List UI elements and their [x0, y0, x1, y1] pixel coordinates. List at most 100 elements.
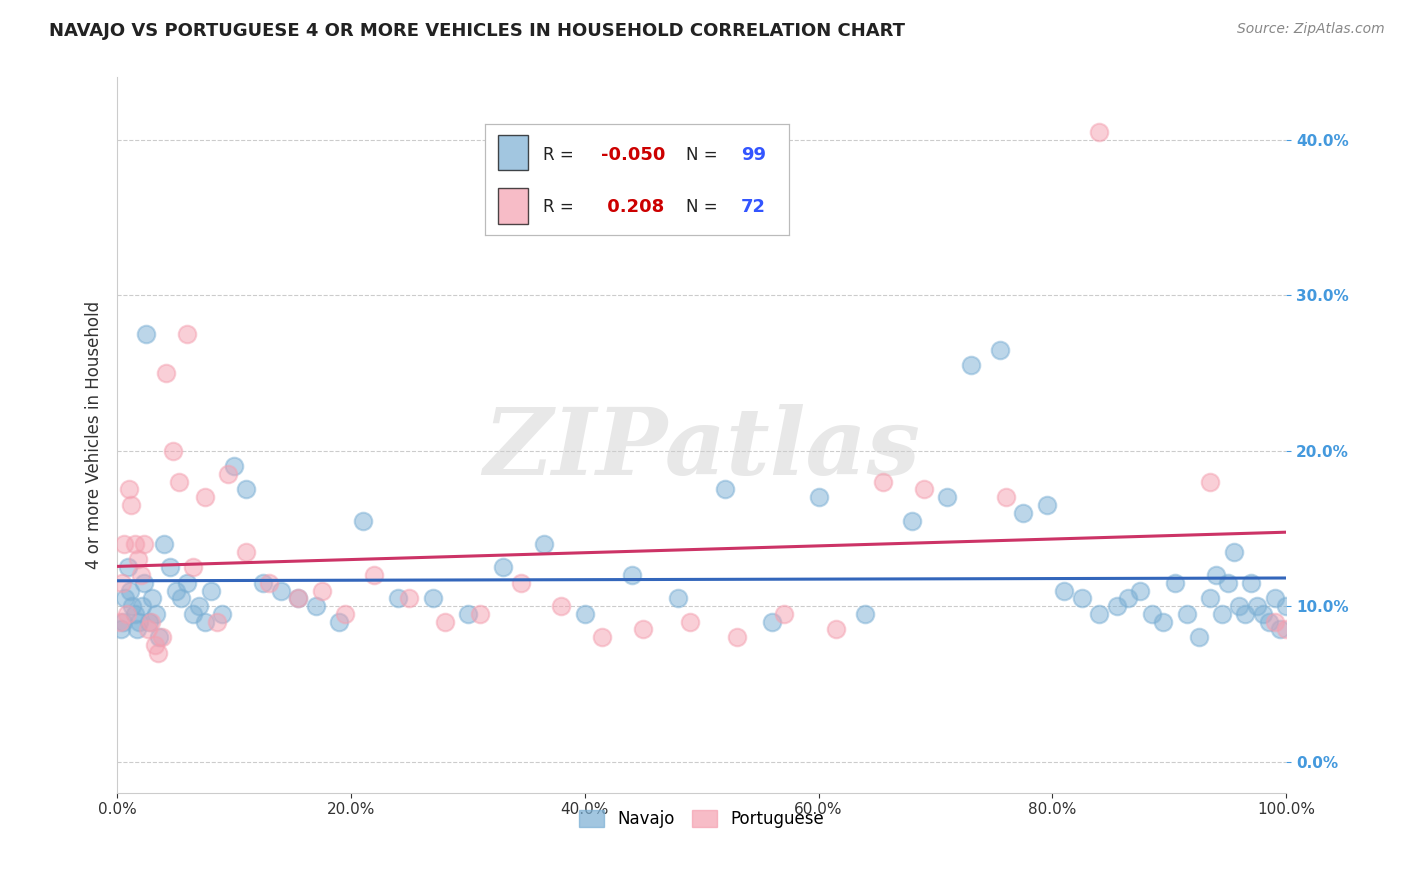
- Point: [121, 599, 143, 613]
- Point: [128, 615, 150, 629]
- Point: [110, 623, 132, 637]
- Point: [124, 607, 146, 621]
- Point: [311, 583, 333, 598]
- Point: [901, 514, 924, 528]
- Point: [633, 623, 655, 637]
- Point: [1211, 607, 1233, 621]
- Point: [666, 591, 689, 606]
- Point: [1118, 591, 1140, 606]
- Point: [1240, 575, 1263, 590]
- Point: [125, 623, 148, 637]
- Point: [194, 615, 217, 629]
- Point: [1263, 615, 1285, 629]
- Y-axis label: 4 or more Vehicles in Household: 4 or more Vehicles in Household: [86, 301, 103, 569]
- Point: [129, 568, 152, 582]
- Point: [205, 615, 228, 629]
- Point: [912, 483, 935, 497]
- Point: [235, 483, 257, 497]
- Point: [136, 623, 159, 637]
- Point: [352, 514, 374, 528]
- Point: [167, 475, 190, 489]
- Point: [1088, 125, 1111, 139]
- Point: [936, 490, 959, 504]
- Point: [1199, 591, 1222, 606]
- Point: [148, 630, 170, 644]
- Point: [807, 490, 830, 504]
- Point: [135, 326, 157, 341]
- Point: [1105, 599, 1128, 613]
- Point: [1275, 599, 1298, 613]
- Point: [959, 358, 981, 372]
- Point: [1012, 506, 1035, 520]
- Text: ZIPatlas: ZIPatlas: [484, 404, 920, 494]
- Point: [1164, 575, 1187, 590]
- Point: [1270, 623, 1292, 637]
- Point: [200, 583, 222, 598]
- Point: [159, 560, 181, 574]
- Point: [117, 560, 139, 574]
- Point: [143, 638, 166, 652]
- Point: [433, 615, 456, 629]
- Point: [1140, 607, 1163, 621]
- Point: [988, 343, 1011, 357]
- Point: [1246, 599, 1268, 613]
- Point: [118, 583, 141, 598]
- Point: [287, 591, 309, 606]
- Point: [1216, 575, 1239, 590]
- Point: [1234, 607, 1257, 621]
- Point: [1035, 498, 1057, 512]
- Point: [1088, 607, 1111, 621]
- Point: [124, 537, 146, 551]
- Point: [422, 591, 444, 606]
- Point: [1222, 544, 1244, 558]
- Point: [115, 607, 138, 621]
- Point: [146, 646, 169, 660]
- Text: Source: ZipAtlas.com: Source: ZipAtlas.com: [1237, 22, 1385, 37]
- Point: [150, 630, 173, 644]
- Point: [825, 623, 848, 637]
- Point: [1053, 583, 1076, 598]
- Point: [155, 366, 177, 380]
- Point: [153, 537, 176, 551]
- Point: [398, 591, 420, 606]
- Point: [468, 607, 491, 621]
- Point: [108, 615, 131, 629]
- Point: [457, 607, 479, 621]
- Point: [170, 591, 193, 606]
- Point: [509, 575, 531, 590]
- Point: [533, 537, 555, 551]
- Point: [333, 607, 356, 621]
- Point: [181, 607, 204, 621]
- Point: [162, 443, 184, 458]
- Point: [1199, 475, 1222, 489]
- Point: [1153, 615, 1175, 629]
- Point: [550, 599, 572, 613]
- Point: [1129, 583, 1152, 598]
- Point: [131, 599, 153, 613]
- Point: [222, 459, 245, 474]
- Point: [1263, 591, 1285, 606]
- Point: [1251, 607, 1274, 621]
- Point: [853, 607, 876, 621]
- Point: [725, 630, 748, 644]
- Point: [176, 326, 198, 341]
- Point: [1229, 599, 1251, 613]
- Point: [138, 615, 160, 629]
- Point: [287, 591, 309, 606]
- Point: [305, 599, 328, 613]
- Point: [1257, 615, 1279, 629]
- Point: [188, 599, 211, 613]
- Point: [111, 575, 134, 590]
- Point: [714, 483, 737, 497]
- Point: [127, 552, 149, 566]
- Point: [211, 607, 233, 621]
- Point: [118, 483, 141, 497]
- Point: [145, 607, 167, 621]
- Point: [252, 575, 274, 590]
- Point: [387, 591, 409, 606]
- Point: [235, 544, 257, 558]
- Point: [679, 615, 702, 629]
- Point: [492, 560, 515, 574]
- Point: [574, 607, 596, 621]
- Point: [139, 615, 162, 629]
